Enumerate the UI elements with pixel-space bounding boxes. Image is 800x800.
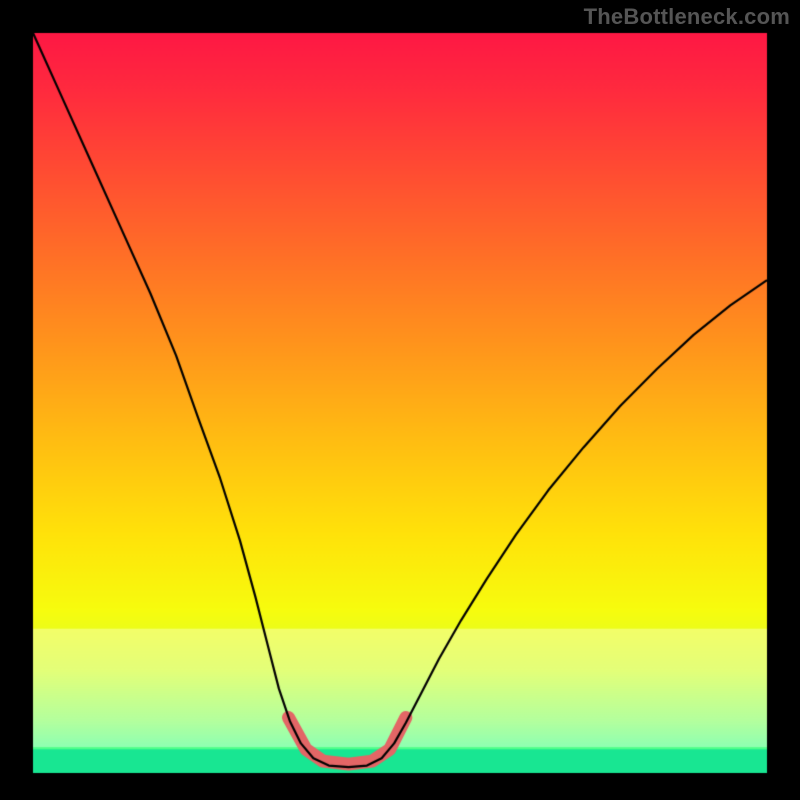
watermark-text: TheBottleneck.com bbox=[584, 4, 790, 30]
chart-stage: TheBottleneck.com bbox=[0, 0, 800, 800]
bottleneck-chart-canvas bbox=[0, 0, 800, 800]
